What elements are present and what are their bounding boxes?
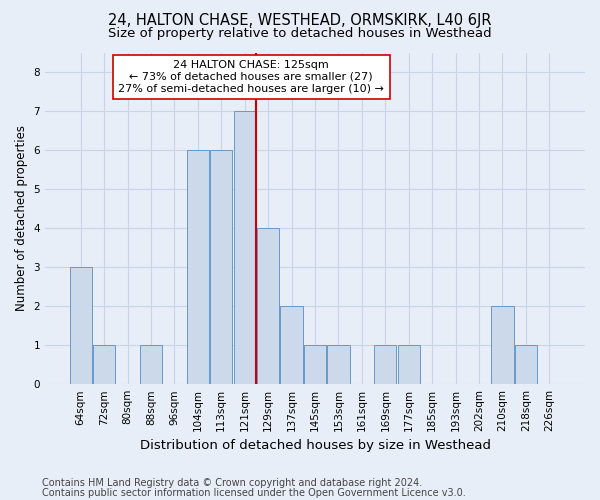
Bar <box>374 345 397 384</box>
X-axis label: Distribution of detached houses by size in Westhead: Distribution of detached houses by size … <box>140 440 491 452</box>
Bar <box>328 345 350 384</box>
Bar <box>398 345 420 384</box>
Text: 24, HALTON CHASE, WESTHEAD, ORMSKIRK, L40 6JR: 24, HALTON CHASE, WESTHEAD, ORMSKIRK, L4… <box>108 12 492 28</box>
Bar <box>233 111 256 384</box>
Text: 24 HALTON CHASE: 125sqm
← 73% of detached houses are smaller (27)
27% of semi-de: 24 HALTON CHASE: 125sqm ← 73% of detache… <box>118 60 384 94</box>
Text: Contains public sector information licensed under the Open Government Licence v3: Contains public sector information licen… <box>42 488 466 498</box>
Text: Contains HM Land Registry data © Crown copyright and database right 2024.: Contains HM Land Registry data © Crown c… <box>42 478 422 488</box>
Y-axis label: Number of detached properties: Number of detached properties <box>15 126 28 312</box>
Bar <box>257 228 279 384</box>
Bar <box>280 306 303 384</box>
Bar <box>304 345 326 384</box>
Bar <box>491 306 514 384</box>
Bar <box>187 150 209 384</box>
Bar <box>93 345 115 384</box>
Bar <box>515 345 537 384</box>
Bar <box>210 150 232 384</box>
Bar <box>70 267 92 384</box>
Text: Size of property relative to detached houses in Westhead: Size of property relative to detached ho… <box>108 28 492 40</box>
Bar <box>140 345 162 384</box>
